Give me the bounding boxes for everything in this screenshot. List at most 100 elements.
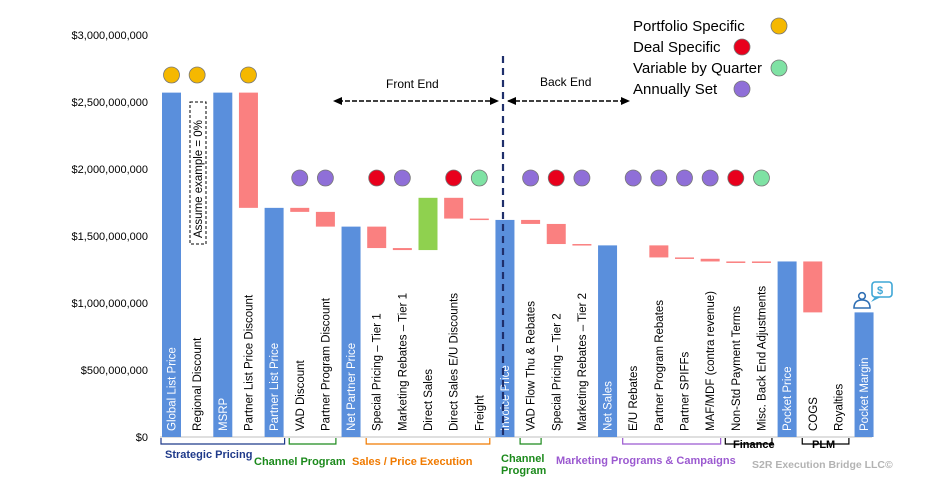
- bar: [290, 207, 310, 212]
- group-bracket: [288, 438, 337, 445]
- group-label: PLM: [812, 439, 835, 451]
- bar: [572, 244, 592, 246]
- front-arrow-head-right: [490, 97, 499, 105]
- bar-label: Regional Discount: [192, 337, 204, 431]
- legend-label: Portfolio Specific: [633, 18, 745, 35]
- dollar-user-icon: $: [853, 281, 893, 309]
- back-end-label: Back End: [540, 75, 591, 89]
- bar: [751, 261, 771, 263]
- bar-label: Marketing Rebates – Tier 2: [577, 293, 589, 431]
- y-axis: $0 $500,000,000 $1,000,000,000 $1,500,000,0…: [72, 30, 872, 444]
- bar: [238, 92, 258, 208]
- y-tick-label: $3,000,000,000: [72, 30, 148, 42]
- group-bracket: [801, 438, 850, 445]
- bar: [469, 218, 489, 221]
- bar: [854, 312, 874, 437]
- bar-label: Global List Price: [167, 347, 179, 431]
- bar-label: Non-Std Payment Terms: [731, 306, 743, 431]
- bar-label: Partner List Price: [269, 343, 281, 431]
- front-end-label: Front End: [386, 77, 439, 91]
- legend-label: Deal Specific: [633, 39, 721, 56]
- bar-label: Misc. Back End Adjustments: [756, 286, 768, 431]
- markers: [163, 66, 770, 187]
- legend-marker: [770, 59, 788, 77]
- marker-annual: [650, 169, 668, 187]
- group-label: Strategic Pricing: [165, 449, 252, 461]
- group-bracket: [160, 438, 286, 445]
- front-back-divider: Front End Back End: [333, 56, 630, 438]
- bar-label: Net Partner Price: [346, 343, 358, 431]
- marker-deal: [727, 169, 745, 187]
- bar: [367, 226, 387, 249]
- bar: [495, 219, 515, 437]
- bar-label: MAF/MDF (contra revenue): [705, 291, 717, 431]
- svg-text:$: $: [877, 285, 883, 297]
- bar-label: VAD Flow Thu & Rebates: [526, 301, 538, 431]
- bar-label: COGS: [808, 397, 820, 431]
- bar: [521, 219, 541, 224]
- legend-marker: [733, 38, 751, 56]
- bar-label: Pocket Price: [782, 366, 794, 431]
- group-label: Channel Program: [254, 456, 346, 468]
- bar-label: Special Pricing – Tier 1: [372, 313, 384, 431]
- bar-label: Net Sales: [603, 381, 615, 431]
- group-label: Sales / Price Execution: [352, 456, 473, 468]
- legend-marker: [733, 80, 751, 98]
- marker-annual: [676, 169, 693, 187]
- y-tick-label: $500,000,000: [81, 365, 148, 377]
- bar: [649, 245, 669, 258]
- assumption-annotation: Assume example = 0%: [189, 101, 207, 245]
- bar-label: Partner Program Rebates: [654, 300, 666, 431]
- credit-text: S2R Execution Bridge LLC©: [752, 459, 893, 471]
- marker-portfolio: [163, 66, 180, 84]
- y-tick-label: $2,000,000,000: [72, 164, 148, 176]
- marker-deal: [547, 169, 565, 187]
- marker-annual: [316, 169, 334, 187]
- y-tick-label: $2,500,000,000: [72, 97, 148, 109]
- group-bracket: [519, 438, 542, 445]
- bar: [213, 92, 233, 438]
- marker-quarter: [753, 169, 770, 187]
- bar-label: Special Pricing – Tier 2: [551, 313, 563, 431]
- legend: Portfolio Specific Deal Specific Variable …: [633, 17, 788, 98]
- bar: [264, 207, 284, 437]
- marker-annual: [291, 169, 309, 187]
- bar: [315, 211, 335, 227]
- bar-label: Direct Sales: [423, 369, 435, 431]
- bar: [341, 226, 361, 437]
- group-bracket: [622, 438, 722, 445]
- bar-label: MSRP: [218, 397, 230, 431]
- bar-label: Freight: [474, 394, 486, 431]
- marker-annual: [522, 169, 539, 187]
- group-bracket: [724, 438, 773, 445]
- bar: [392, 248, 412, 251]
- legend-label: Annually Set: [633, 81, 718, 98]
- marker-portfolio: [240, 66, 257, 84]
- marker-deal: [368, 169, 386, 187]
- bar: [803, 261, 823, 313]
- bar-label: Marketing Rebates – Tier 1: [397, 293, 409, 431]
- bar: [598, 245, 618, 437]
- bar: [726, 261, 746, 263]
- bar-label: Partner List Price Discount: [243, 294, 255, 431]
- legend-label: Variable by Quarter: [633, 60, 762, 77]
- group-label: Program: [501, 465, 546, 477]
- bar: [675, 257, 694, 259]
- marker-annual: [624, 169, 642, 187]
- y-tick-label: $1,500,000,000: [72, 231, 148, 243]
- group-label: Finance: [733, 439, 775, 451]
- marker-portfolio: [188, 66, 206, 84]
- marker-annual: [573, 169, 591, 187]
- marker-deal: [445, 169, 463, 187]
- bar-labels: Global List Price Regional Discount MSRP Pa…: [167, 286, 872, 431]
- group-label: Marketing Programs & Campaigns: [556, 455, 736, 467]
- bar-label: Partner Program Discount: [320, 297, 332, 431]
- y-tick-label: $0: [136, 432, 148, 444]
- marker-annual: [701, 169, 719, 187]
- bar: [546, 223, 566, 245]
- assumption-text: Assume example = 0%: [193, 120, 205, 238]
- bar: [700, 258, 720, 262]
- bar-label: Pocket Margin: [859, 357, 871, 431]
